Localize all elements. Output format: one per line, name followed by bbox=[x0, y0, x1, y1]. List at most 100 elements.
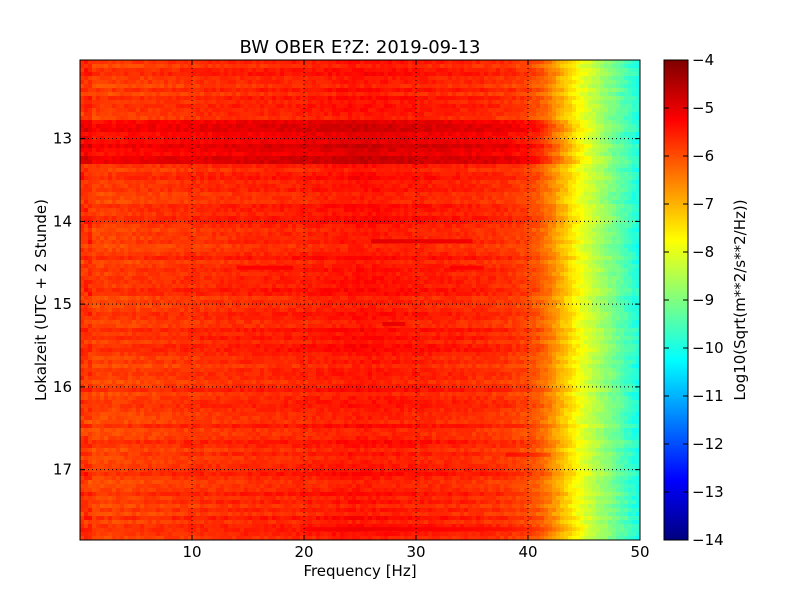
heatmap-cell bbox=[180, 64, 185, 69]
heatmap-cell bbox=[460, 192, 465, 197]
heatmap-cell bbox=[164, 192, 169, 197]
heatmap-cell bbox=[280, 64, 285, 69]
heatmap-cell bbox=[336, 88, 341, 93]
heatmap-cell bbox=[604, 72, 609, 77]
heatmap-cell bbox=[212, 80, 217, 85]
heatmap-cell bbox=[536, 96, 541, 101]
heatmap-cell bbox=[92, 128, 97, 133]
heatmap-cell bbox=[416, 172, 421, 177]
heatmap-cell bbox=[424, 140, 429, 145]
heatmap-cell bbox=[568, 188, 573, 193]
heatmap-cell bbox=[548, 176, 553, 181]
heatmap-cell bbox=[568, 140, 573, 145]
heatmap-cell bbox=[424, 60, 429, 65]
heatmap-cell bbox=[532, 192, 537, 197]
heatmap-cell bbox=[180, 100, 185, 105]
heatmap-cell bbox=[152, 112, 157, 117]
heatmap-cell bbox=[212, 128, 217, 133]
heatmap-cell bbox=[292, 156, 297, 161]
heatmap-cell bbox=[328, 144, 333, 149]
heatmap-cell bbox=[244, 172, 249, 177]
heatmap-cell bbox=[80, 80, 85, 85]
heatmap-cell bbox=[616, 84, 621, 89]
heatmap-cell bbox=[244, 112, 249, 117]
heatmap-cell bbox=[220, 172, 225, 177]
heatmap-cell bbox=[120, 196, 125, 201]
heatmap-cell bbox=[272, 92, 277, 97]
heatmap-cell bbox=[180, 188, 185, 193]
heatmap-cell bbox=[576, 64, 581, 69]
heatmap-cell bbox=[420, 68, 425, 73]
heatmap-cell bbox=[296, 84, 301, 89]
heatmap-cell bbox=[196, 184, 201, 189]
heatmap-cell bbox=[116, 68, 121, 73]
heatmap-cell bbox=[596, 188, 601, 193]
heatmap-cell bbox=[204, 84, 209, 89]
heatmap-cell bbox=[204, 76, 209, 81]
heatmap-cell bbox=[112, 180, 117, 185]
heatmap-cell bbox=[204, 164, 209, 169]
heatmap-cell bbox=[208, 148, 213, 153]
heatmap-cell bbox=[508, 92, 513, 97]
heatmap-cell bbox=[576, 100, 581, 105]
heatmap-cell bbox=[88, 180, 93, 185]
heatmap-cell bbox=[552, 64, 557, 69]
heatmap-cell bbox=[376, 144, 381, 149]
heatmap-cell bbox=[528, 184, 533, 189]
heatmap-cell bbox=[324, 160, 329, 165]
heatmap-cell bbox=[628, 80, 633, 85]
heatmap-cell bbox=[216, 92, 221, 97]
heatmap-cell bbox=[568, 156, 573, 161]
heatmap-cell bbox=[160, 152, 165, 157]
heatmap-cell bbox=[384, 184, 389, 189]
heatmap-cell bbox=[588, 144, 593, 149]
heatmap-cell bbox=[584, 156, 589, 161]
heatmap-cell bbox=[352, 192, 357, 197]
heatmap-cell bbox=[432, 128, 437, 133]
heatmap-cell bbox=[336, 128, 341, 133]
heatmap-cell bbox=[304, 152, 309, 157]
heatmap-cell bbox=[116, 108, 121, 113]
heatmap-cell bbox=[388, 64, 393, 69]
heatmap-cell bbox=[596, 112, 601, 117]
heatmap-cell bbox=[352, 68, 357, 73]
heatmap-cell bbox=[392, 160, 397, 165]
heatmap-cell bbox=[512, 168, 517, 173]
heatmap-cell bbox=[376, 80, 381, 85]
heatmap-cell bbox=[160, 156, 165, 161]
heatmap-cell bbox=[252, 140, 257, 145]
heatmap-cell bbox=[620, 64, 625, 69]
heatmap-cell bbox=[212, 140, 217, 145]
heatmap-cell bbox=[92, 200, 97, 205]
heatmap-cell bbox=[172, 120, 177, 125]
heatmap-cell bbox=[448, 140, 453, 145]
heatmap-cell bbox=[304, 180, 309, 185]
heatmap-cell bbox=[352, 76, 357, 81]
heatmap-cell bbox=[140, 112, 145, 117]
heatmap-cell bbox=[140, 100, 145, 105]
heatmap-cell bbox=[496, 116, 501, 121]
heatmap-cell bbox=[316, 108, 321, 113]
heatmap-cell bbox=[304, 200, 309, 205]
heatmap-cell bbox=[220, 184, 225, 189]
heatmap-cell bbox=[268, 120, 273, 125]
heatmap-cell bbox=[332, 148, 337, 153]
heatmap-cell bbox=[488, 92, 493, 97]
heatmap-cell bbox=[132, 152, 137, 157]
heatmap-cell bbox=[552, 192, 557, 197]
heatmap-cell bbox=[280, 156, 285, 161]
heatmap-cell bbox=[164, 116, 169, 121]
heatmap-cell bbox=[108, 164, 113, 169]
heatmap-cell bbox=[520, 116, 525, 121]
heatmap-cell bbox=[544, 148, 549, 153]
heatmap-cell bbox=[296, 172, 301, 177]
heatmap-cell bbox=[132, 76, 137, 81]
heatmap-cell bbox=[248, 148, 253, 153]
heatmap-cell bbox=[120, 64, 125, 69]
heatmap-cell bbox=[612, 148, 617, 153]
heatmap-cell bbox=[176, 68, 181, 73]
heatmap-cell bbox=[536, 112, 541, 117]
heatmap-cell bbox=[184, 116, 189, 121]
heatmap-cell bbox=[464, 88, 469, 93]
heatmap-cell bbox=[252, 144, 257, 149]
